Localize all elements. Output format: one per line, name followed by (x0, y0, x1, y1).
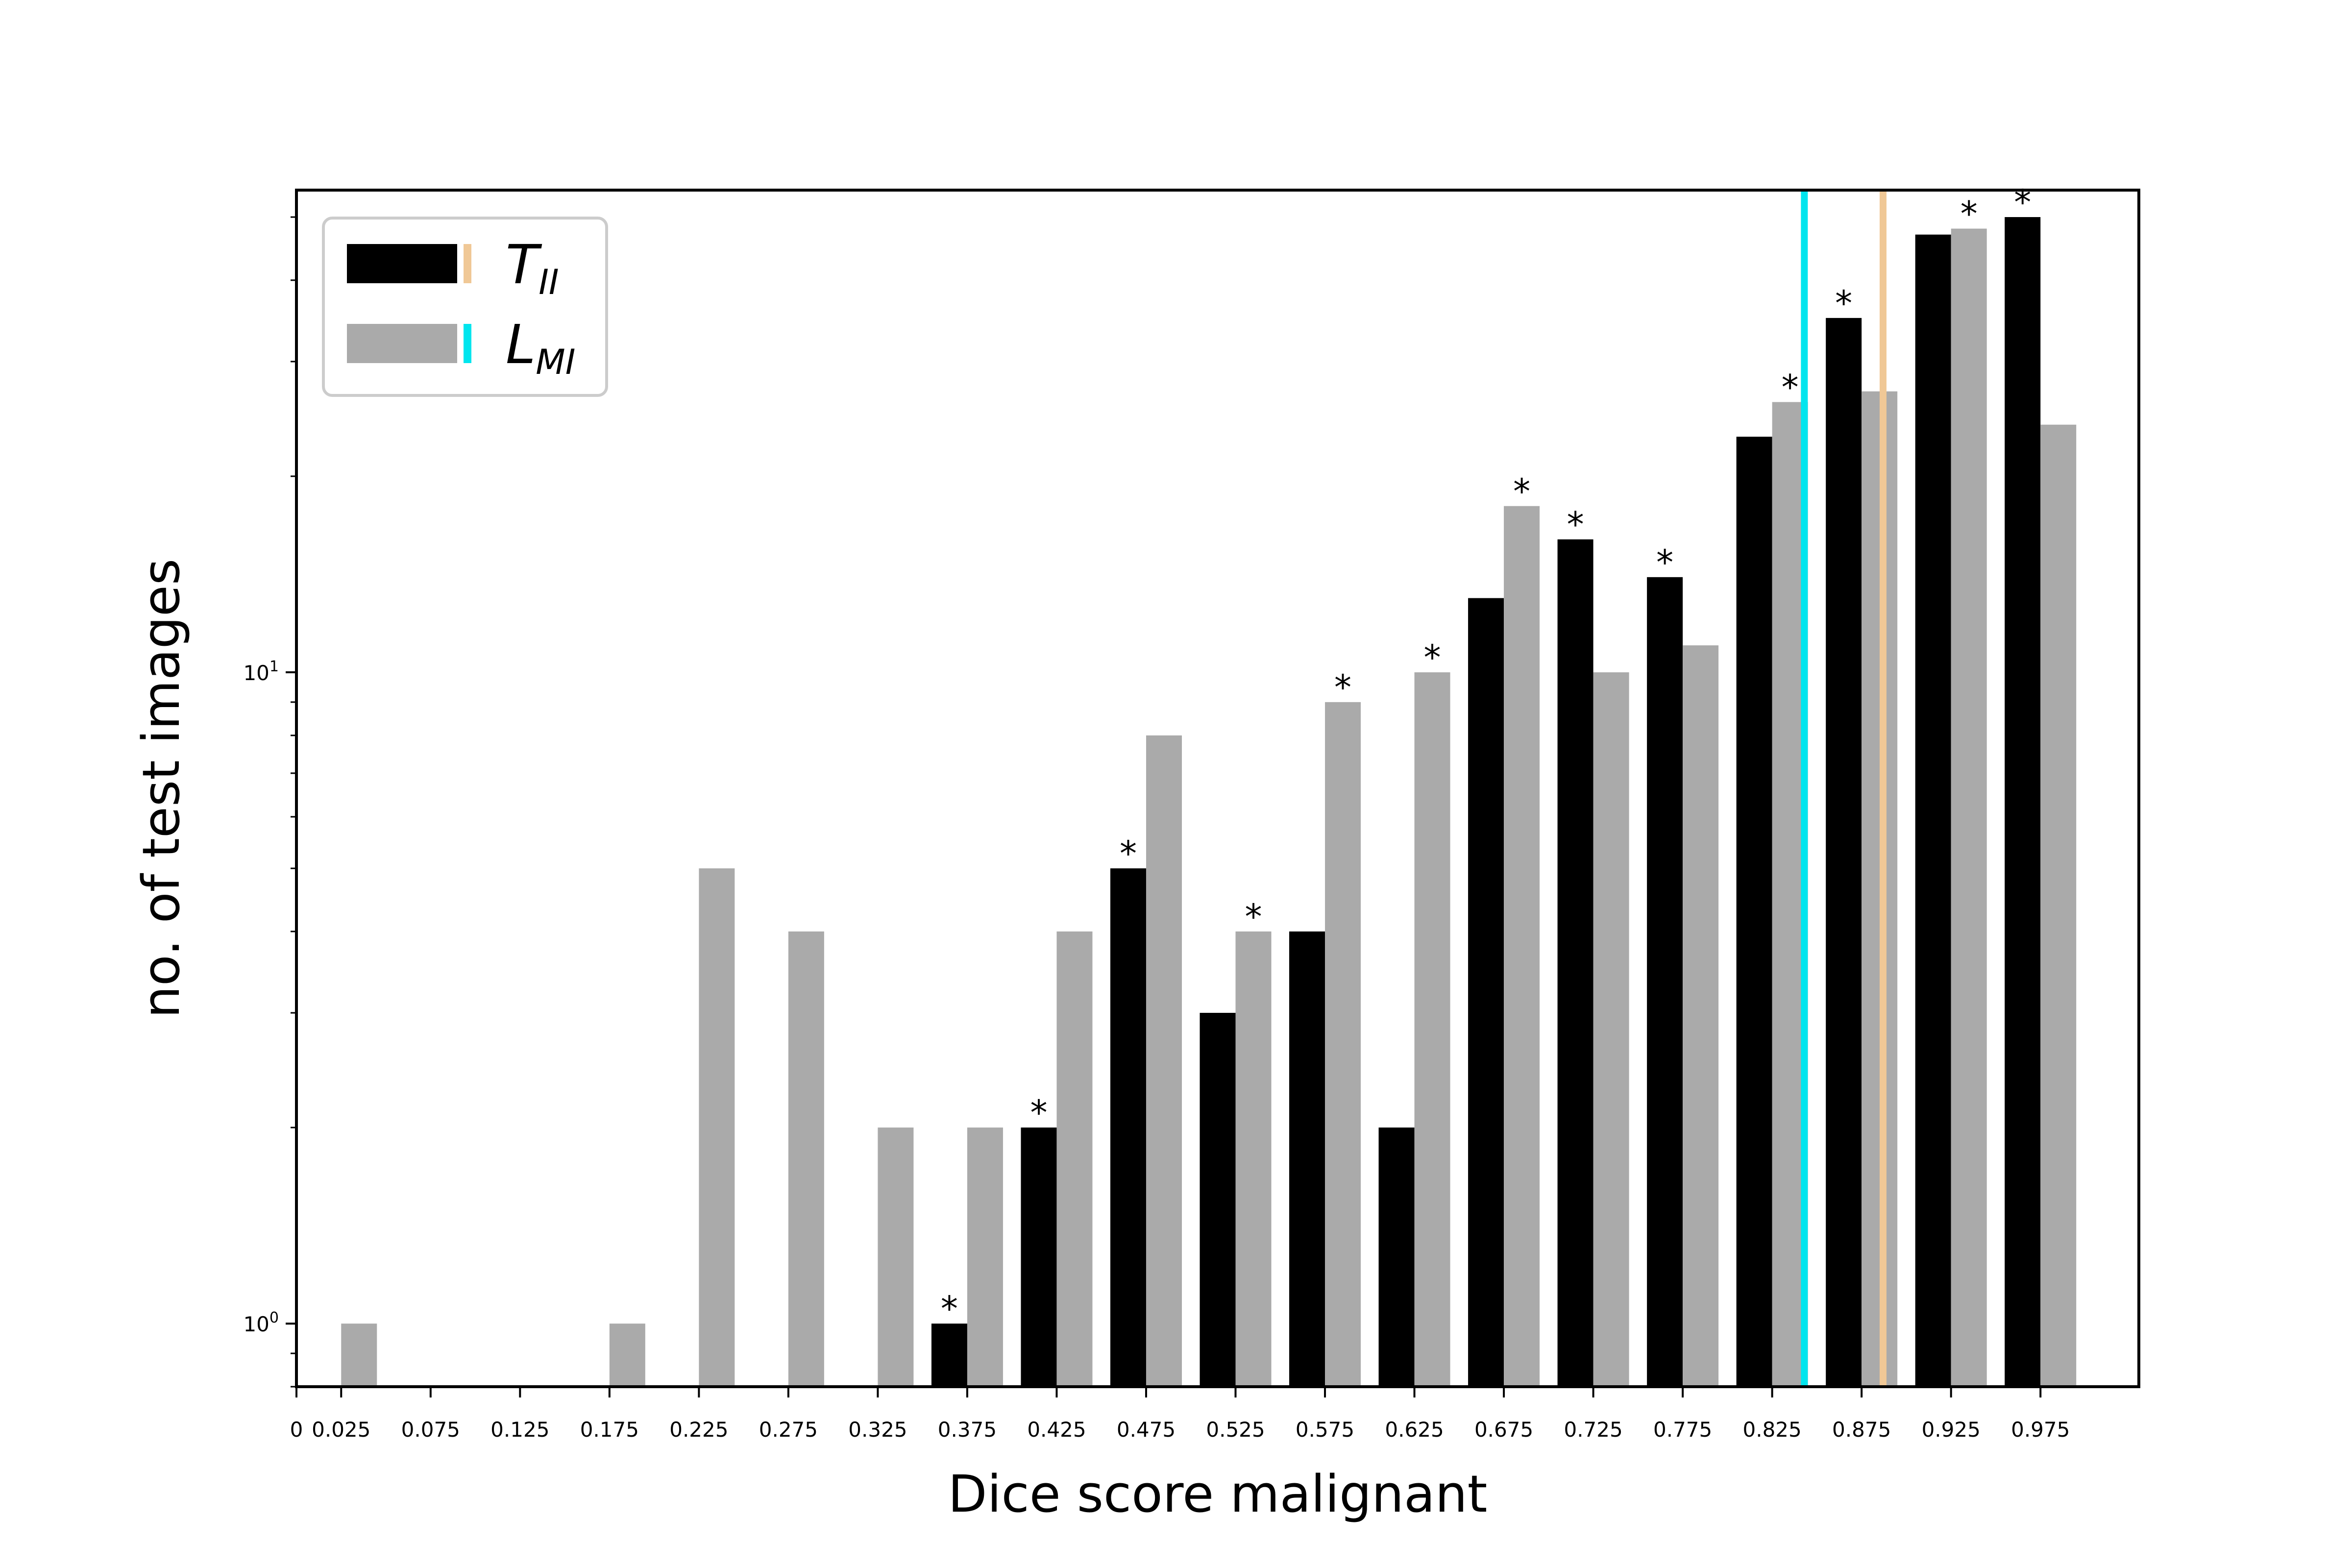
bar-tii-0.975 (2005, 217, 2041, 1387)
y-tick-label-10: 101 (243, 658, 279, 685)
bar-lmi-0.575 (1325, 702, 1361, 1387)
bar-lmi-0.675 (1504, 506, 1540, 1387)
bar-tii-0.575 (1289, 931, 1325, 1387)
bar-tii-0.675 (1468, 598, 1504, 1387)
bar-tii-0.875 (1826, 318, 1862, 1387)
bar-tii-0.425 (1021, 1127, 1057, 1387)
bar-lmi-0.325 (878, 1127, 914, 1387)
x-tick-label-0.675: 0.675 (1474, 1418, 1533, 1442)
legend: TII LMI (322, 217, 608, 397)
x-axis-label: Dice score malignant (948, 1464, 1488, 1524)
bar-tii-0.925 (1915, 234, 1951, 1387)
bar-lmi-0.275 (788, 931, 824, 1387)
bar-lmi-0.875 (1862, 391, 1898, 1387)
significance-star-0.375: * (941, 1289, 958, 1329)
bar-lmi-0.475 (1146, 735, 1182, 1387)
legend-label-lmi: LMI (506, 313, 575, 382)
significance-star-0.425: * (1030, 1093, 1047, 1133)
bar-tii-0.525 (1200, 1013, 1236, 1387)
plot-frame (295, 189, 2140, 1388)
significance-star-0.975: * (2014, 182, 2031, 222)
x-tick-label-0.375: 0.375 (938, 1418, 997, 1442)
bar-tii-0.625 (1378, 1127, 1415, 1387)
x-tick-label-0.475: 0.475 (1117, 1418, 1176, 1442)
y-axis-ticks: 100 101 (243, 216, 296, 1388)
x-tick-label-0.325: 0.325 (848, 1418, 907, 1442)
significance-star-0.475: * (1120, 833, 1137, 874)
x-tick-label-0.275: 0.275 (759, 1418, 818, 1442)
bar-lmi-0.775 (1683, 645, 1719, 1387)
bar-tii-0.375 (931, 1323, 967, 1387)
legend-label-tii: TII (506, 233, 559, 302)
bar-tii-0.825 (1736, 437, 1772, 1387)
significance-star-0.725: * (1567, 505, 1584, 545)
x-tick-label-0: 0 (290, 1418, 303, 1442)
significance-star-0.875: * (1835, 283, 1852, 323)
x-tick-label-0.425: 0.425 (1027, 1418, 1086, 1442)
bar-lmi-0.425 (1056, 931, 1093, 1387)
significance-star-0.525: * (1245, 897, 1262, 937)
bar-lmi-0.625 (1414, 672, 1450, 1387)
x-tick-label-0.175: 0.175 (580, 1418, 639, 1442)
x-tick-label-0.625: 0.625 (1385, 1418, 1444, 1442)
legend-line-marker-lmi (464, 324, 471, 363)
x-tick-label-0.225: 0.225 (669, 1418, 728, 1442)
x-tick-label-0.575: 0.575 (1296, 1418, 1354, 1442)
x-tick-label-0.825: 0.825 (1743, 1418, 1802, 1442)
bar-tii-0.725 (1557, 539, 1593, 1387)
bar-lmi-0.525 (1235, 931, 1272, 1387)
x-tick-label-0.775: 0.775 (1653, 1418, 1712, 1442)
significance-star-0.775: * (1656, 542, 1673, 583)
bar-lmi-0.225 (699, 868, 735, 1387)
bar-lmi-0.025 (341, 1323, 377, 1387)
y-axis-label: no. of test images (131, 559, 191, 1018)
legend-swatch-tii (347, 244, 457, 283)
x-axis-ticks: 0 0.025 0.075 0.125 0.175 0.225 0.275 0.325 0.37… (290, 1387, 2070, 1442)
significance-star-0.925: * (1960, 194, 1978, 234)
x-tick-label-0.025: 0.025 (312, 1418, 370, 1442)
x-tick-label-0.925: 0.925 (1922, 1418, 1981, 1442)
x-tick-label-0.725: 0.725 (1564, 1418, 1622, 1442)
legend-line-marker-tii (464, 244, 471, 283)
x-tick-label-0.525: 0.525 (1206, 1418, 1265, 1442)
significance-star-0.625: * (1424, 637, 1441, 678)
x-tick-label-0.875: 0.875 (1832, 1418, 1891, 1442)
legend-swatch-lmi (347, 324, 457, 363)
reference-lines-layer (1801, 190, 1886, 1387)
x-tick-label-0.125: 0.125 (490, 1418, 549, 1442)
bar-tii-0.775 (1647, 577, 1683, 1387)
y-tick-label-1: 100 (243, 1309, 279, 1336)
bar-lmi-0.375 (967, 1127, 1003, 1387)
bar-lmi-0.975 (2040, 424, 2077, 1387)
significance-star-0.575: * (1334, 667, 1351, 708)
bar-lmi-0.175 (609, 1323, 645, 1387)
x-tick-label-0.075: 0.075 (401, 1418, 460, 1442)
bar-lmi-0.725 (1593, 672, 1629, 1387)
x-tick-label-0.975: 0.975 (2011, 1418, 2070, 1442)
significance-star-0.825: * (1782, 367, 1799, 407)
bar-lmi-0.925 (1951, 228, 1987, 1387)
significance-star-0.675: * (1513, 471, 1530, 512)
bar-tii-0.475 (1110, 868, 1146, 1387)
significance-markers-layer: * * * * * * * * * * * * * (941, 182, 2031, 1329)
